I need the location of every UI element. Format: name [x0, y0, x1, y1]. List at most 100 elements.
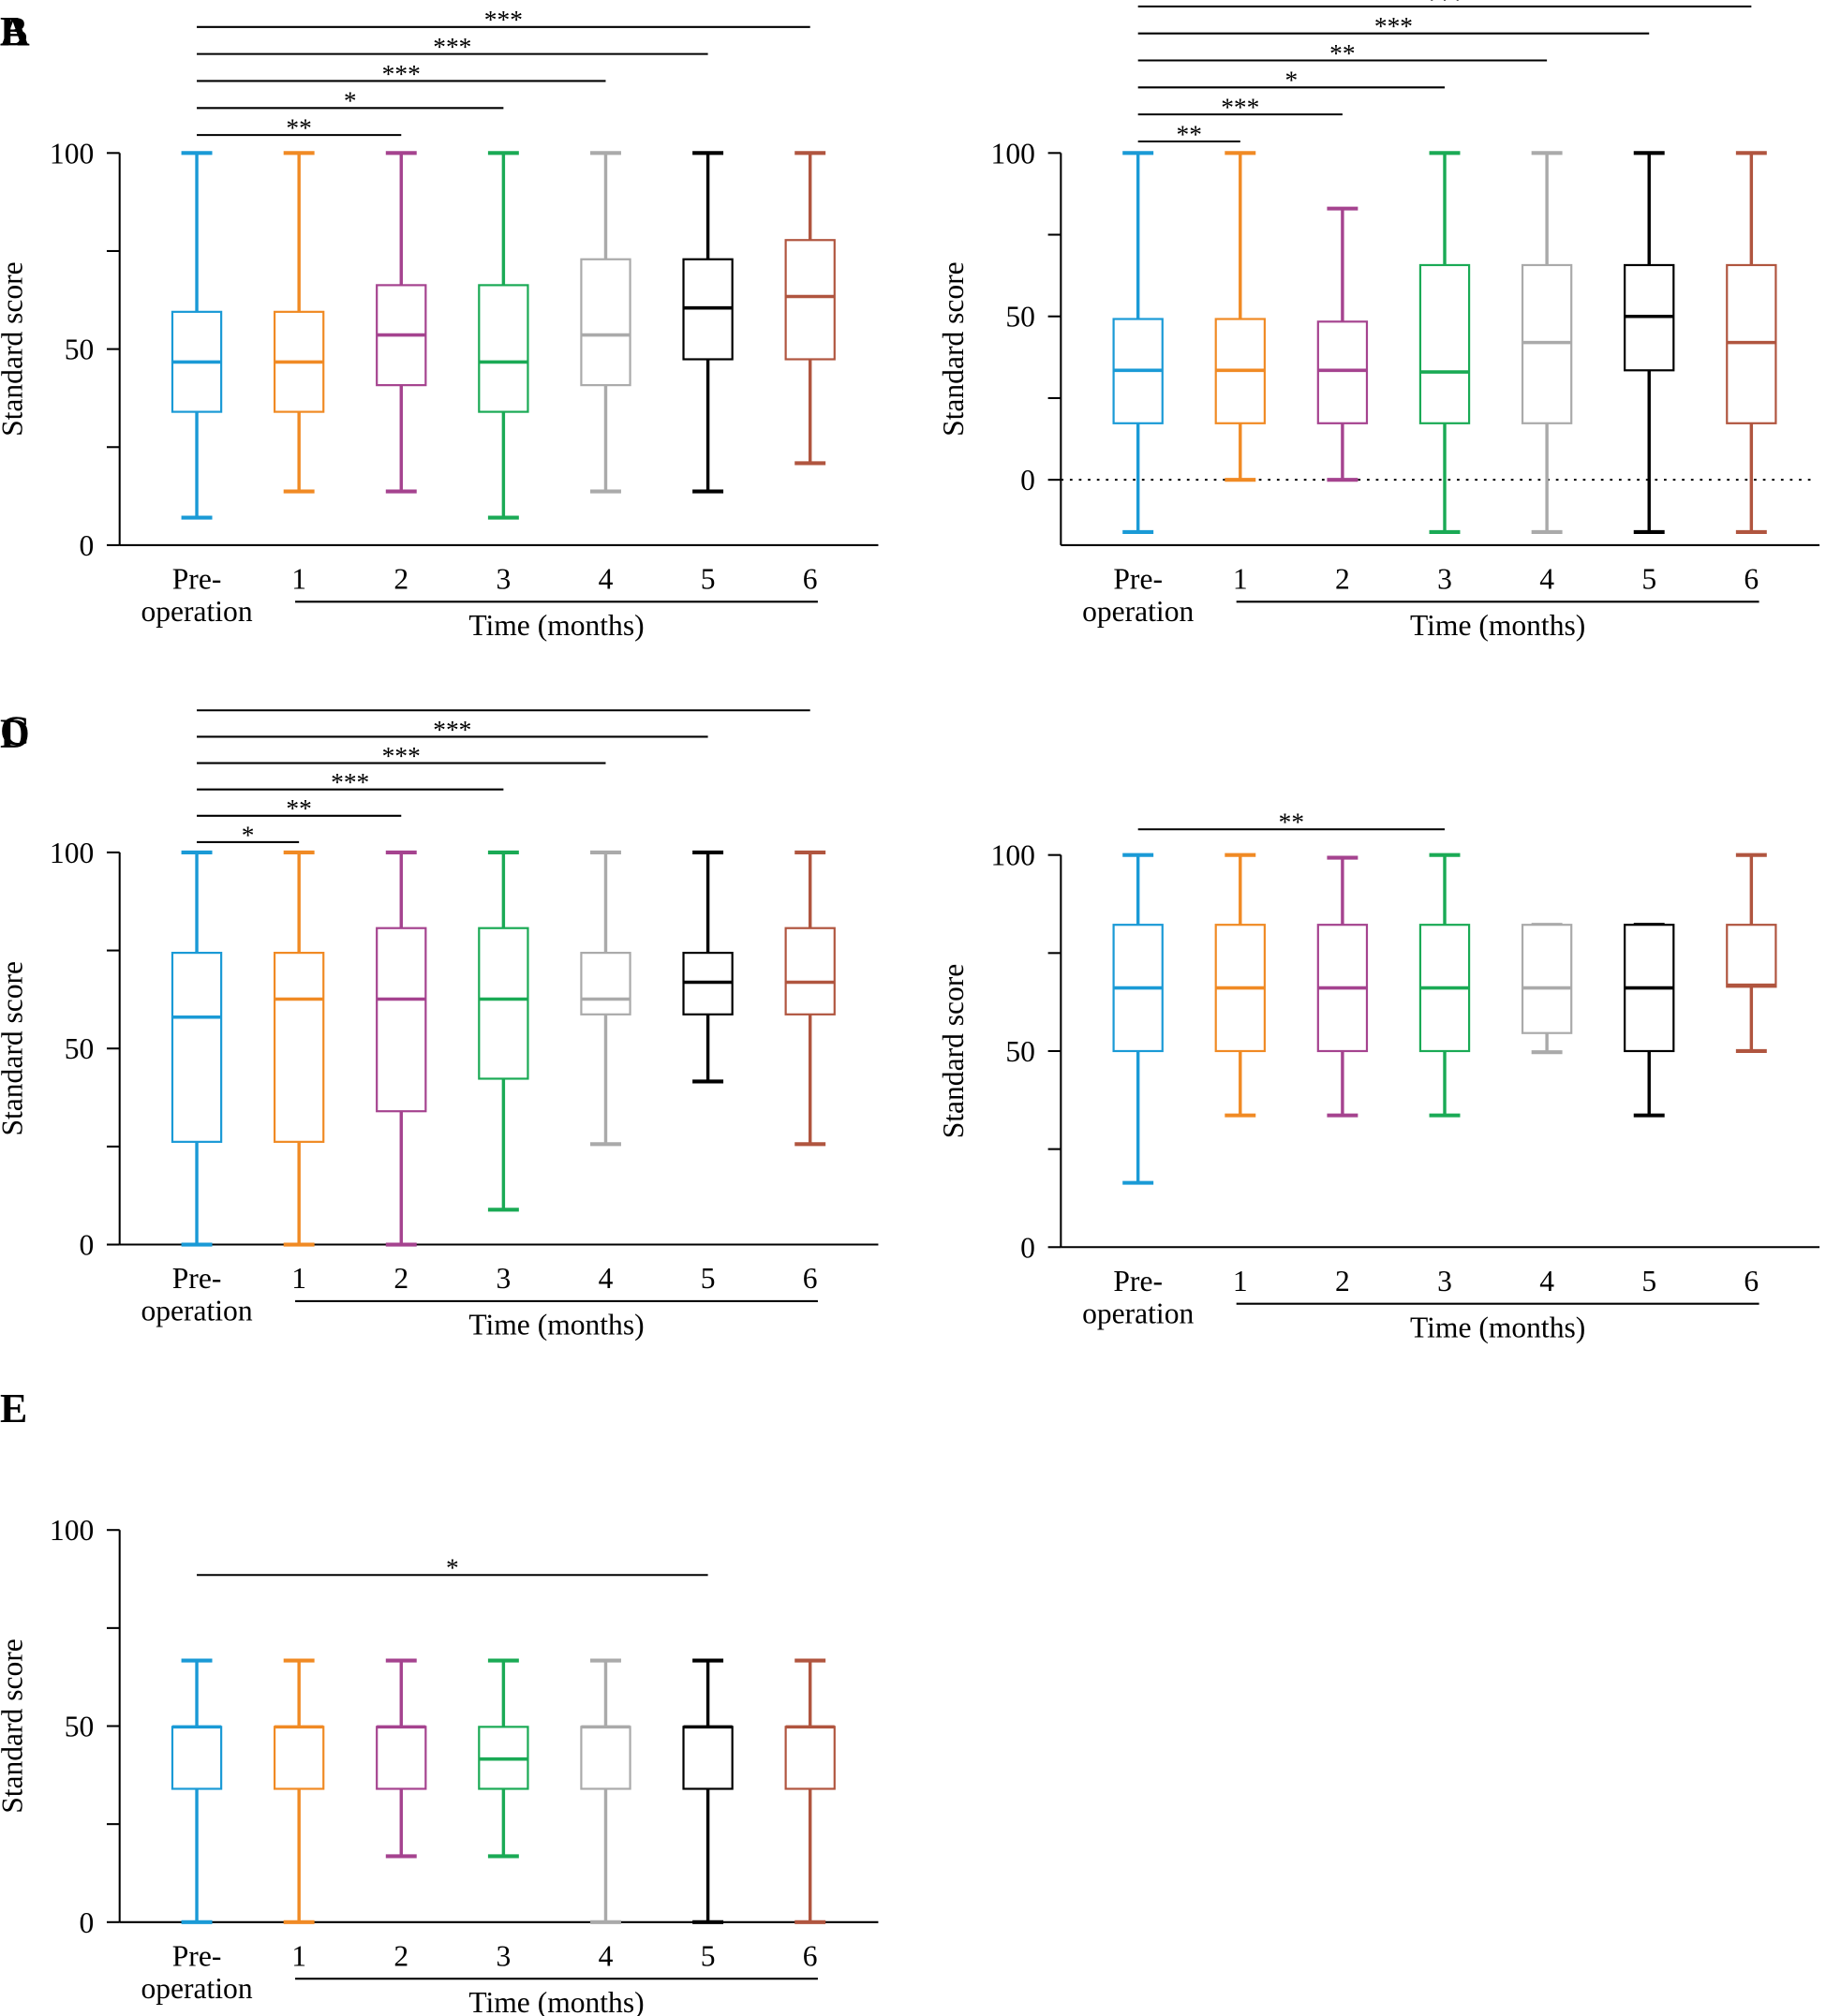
- y-tick-label: 50: [1005, 301, 1035, 334]
- significance-label: **: [286, 113, 311, 141]
- x-tick-label: 3: [1437, 1265, 1452, 1297]
- significance-label: **: [1329, 39, 1355, 67]
- significance-label: **: [286, 794, 311, 823]
- box: [1316, 320, 1369, 424]
- box: [273, 1726, 325, 1790]
- x-tick-label: 3: [496, 1939, 511, 1972]
- significance-label: ***: [1425, 0, 1463, 13]
- x-tick-label: 1: [1233, 563, 1248, 596]
- x-axis-label: Time (months): [468, 1309, 644, 1342]
- x-tick-label: 2: [393, 1939, 408, 1972]
- box: [580, 1726, 631, 1790]
- box: [171, 951, 223, 1143]
- y-axis-label: Standard score: [0, 1638, 28, 1814]
- box: [682, 1726, 734, 1790]
- x-axis-label: Time (months): [468, 609, 644, 642]
- x-tick-label: 4: [1539, 563, 1554, 596]
- x-tick-label: 5: [1641, 563, 1656, 596]
- x-tick-label: 3: [496, 563, 511, 596]
- significance-label: ***: [1374, 12, 1413, 40]
- x-tick-label: 4: [599, 563, 614, 596]
- x-tick-label: 6: [1744, 1265, 1759, 1297]
- significance-label: **: [1177, 120, 1202, 148]
- x-tick-label: 2: [393, 1262, 408, 1295]
- y-tick-label: 50: [65, 334, 95, 366]
- x-tick-label: 2: [1335, 1265, 1350, 1297]
- y-tick-label: 100: [991, 839, 1035, 872]
- x-tick-label: 4: [599, 1939, 614, 1972]
- x-tick-label: 3: [1437, 563, 1452, 596]
- x-tick-label: 1: [1233, 1265, 1248, 1297]
- x-axis-label: Time (months): [1410, 1311, 1585, 1343]
- x-tick-label: 6: [803, 1262, 818, 1295]
- y-tick-label: 100: [50, 1514, 94, 1547]
- significance-label: ***: [382, 742, 421, 770]
- y-tick-label: 0: [1020, 1231, 1035, 1264]
- box: [784, 239, 836, 361]
- panel-label: E: [0, 1386, 27, 1431]
- y-tick-label: 100: [50, 137, 94, 170]
- box: [376, 1726, 427, 1790]
- x-tick-label: 5: [701, 1939, 716, 1972]
- y-axis-label: Standard score: [937, 261, 970, 437]
- x-tick-label: 4: [1539, 1265, 1554, 1297]
- box: [1418, 263, 1471, 424]
- x-tick-label: 6: [1744, 563, 1759, 596]
- significance-label: ***: [331, 768, 369, 796]
- x-tick-label: 4: [599, 1262, 614, 1295]
- x-tick-label: Pre-operation: [141, 1939, 252, 2004]
- y-tick-label: 50: [65, 1710, 95, 1742]
- x-tick-label: 5: [701, 1262, 716, 1295]
- x-tick-label: Pre-operation: [141, 1262, 252, 1327]
- y-tick-label: 0: [79, 1906, 94, 1939]
- x-tick-label: 1: [291, 1262, 306, 1295]
- x-tick-label: 5: [1641, 1265, 1656, 1297]
- x-tick-label: 3: [496, 1262, 511, 1295]
- box: [376, 926, 427, 1113]
- x-tick-label: 1: [291, 563, 306, 596]
- x-tick-label: Pre-operation: [1082, 1265, 1194, 1329]
- x-tick-label: 5: [701, 563, 716, 596]
- x-tick-label: 2: [393, 563, 408, 596]
- box: [1726, 924, 1777, 988]
- box: [580, 258, 631, 387]
- significance-label: ***: [1221, 94, 1259, 122]
- box: [580, 951, 631, 1015]
- y-tick-label: 50: [65, 1032, 95, 1065]
- box: [784, 1726, 836, 1790]
- box: [1521, 924, 1573, 1034]
- x-tick-label: 1: [291, 1939, 306, 1972]
- panel-label: C: [0, 709, 30, 754]
- significance-label: ***: [433, 33, 471, 61]
- box: [478, 926, 529, 1080]
- x-axis-label: Time (months): [1410, 609, 1585, 642]
- x-tick-label: Pre-operation: [141, 563, 252, 628]
- significance-label: ***: [433, 716, 471, 744]
- significance-label: ***: [484, 6, 523, 34]
- x-tick-label: Pre-operation: [1082, 563, 1194, 628]
- panel-label: A: [0, 9, 30, 54]
- panel-label: B: [0, 9, 27, 54]
- x-tick-label: 6: [803, 1939, 818, 1972]
- significance-label: ***: [382, 60, 421, 88]
- x-tick-label: 6: [803, 563, 818, 596]
- box: [784, 926, 836, 1015]
- x-tick-label: 2: [1335, 563, 1350, 596]
- y-tick-label: 0: [1020, 464, 1035, 497]
- y-axis-label: Standard score: [0, 261, 28, 437]
- x-axis-label: Time (months): [468, 1986, 644, 2016]
- y-tick-label: 100: [991, 137, 1035, 170]
- box: [171, 1726, 223, 1790]
- y-tick-label: 0: [79, 1229, 94, 1262]
- y-tick-label: 0: [79, 529, 94, 562]
- panel-label: D: [0, 711, 30, 756]
- y-tick-label: 50: [1005, 1035, 1035, 1068]
- significance-label: *: [446, 1554, 459, 1582]
- significance-label: *: [242, 821, 255, 849]
- significance-label: **: [1279, 808, 1304, 837]
- box: [273, 951, 325, 1143]
- significance-label: *: [344, 87, 357, 115]
- significance-label: *: [1284, 67, 1298, 95]
- y-tick-label: 100: [50, 837, 94, 869]
